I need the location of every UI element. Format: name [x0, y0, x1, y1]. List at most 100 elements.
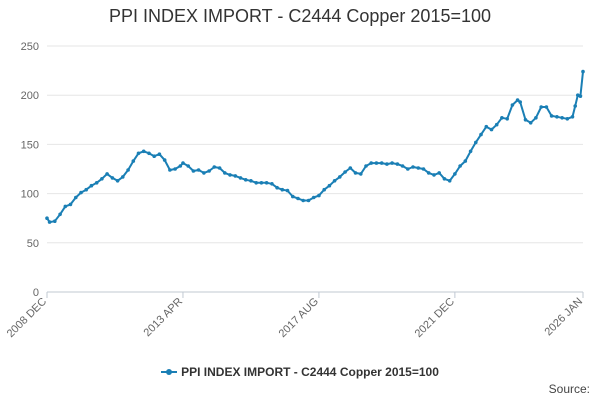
- data-point: [395, 162, 400, 166]
- data-point: [238, 176, 243, 180]
- legend-swatch-icon: [161, 367, 178, 377]
- data-point: [453, 172, 457, 176]
- data-point: [523, 118, 528, 122]
- data-point: [45, 216, 49, 220]
- data-point: [196, 168, 201, 172]
- data-point: [421, 167, 426, 171]
- source-label: Source:: [548, 382, 590, 396]
- data-point: [168, 168, 172, 172]
- data-point: [581, 69, 585, 74]
- y-tick-label: 200: [21, 90, 39, 102]
- data-point: [510, 103, 515, 107]
- data-point: [343, 170, 347, 174]
- data-point: [147, 151, 151, 156]
- data-point: [348, 166, 353, 170]
- data-point: [317, 193, 321, 198]
- data-point: [63, 204, 68, 209]
- data-point: [528, 121, 533, 125]
- data-point: [555, 115, 559, 119]
- data-point: [89, 183, 94, 188]
- y-tick-label: 100: [21, 189, 39, 201]
- data-point: [411, 165, 415, 169]
- y-tick-label: 250: [21, 41, 39, 53]
- data-point: [364, 164, 368, 168]
- data-point: [416, 166, 421, 170]
- data-point: [573, 104, 577, 108]
- data-point: [484, 124, 489, 129]
- data-point: [212, 165, 217, 169]
- data-point: [500, 116, 504, 120]
- data-point: [47, 220, 52, 224]
- data-point: [173, 167, 177, 171]
- data-point: [191, 169, 196, 173]
- data-point: [186, 164, 190, 168]
- data-point: [489, 127, 494, 132]
- data-point: [249, 179, 253, 183]
- legend-item[interactable]: PPI INDEX IMPORT - C2444 Copper 2015=100: [161, 365, 439, 379]
- data-point: [374, 161, 379, 165]
- data-point: [432, 173, 436, 177]
- data-point: [400, 164, 405, 168]
- legend-label: PPI INDEX IMPORT - C2444 Copper 2015=100: [181, 365, 439, 379]
- x-tick-label: 2017 AUG: [277, 296, 321, 340]
- data-point: [565, 117, 570, 121]
- data-point: [264, 181, 269, 185]
- data-point: [68, 202, 73, 207]
- data-point: [406, 167, 410, 171]
- data-point: [463, 159, 468, 163]
- data-point: [447, 179, 452, 183]
- data-point: [141, 149, 146, 154]
- data-point: [311, 195, 316, 200]
- data-point: [458, 164, 462, 168]
- data-point: [126, 168, 130, 172]
- data-point: [233, 174, 238, 178]
- data-point: [280, 187, 285, 192]
- data-point: [437, 171, 442, 175]
- data-point: [243, 178, 248, 182]
- data-point: [442, 177, 447, 181]
- data-point: [207, 169, 211, 173]
- data-point: [332, 179, 337, 183]
- chart-title: PPI INDEX IMPORT - C2444 Copper 2015=100: [108, 6, 492, 26]
- legend[interactable]: PPI INDEX IMPORT - C2444 Copper 2015=100: [0, 365, 600, 380]
- data-point: [369, 161, 374, 165]
- data-point: [105, 172, 109, 176]
- data-point: [479, 132, 483, 137]
- x-tick-label: 2008 DEC: [5, 296, 49, 340]
- data-point: [110, 176, 115, 180]
- data-point: [152, 154, 156, 158]
- data-point: [157, 152, 162, 156]
- data-point: [100, 177, 104, 181]
- data-point: [322, 187, 327, 192]
- data-point: [58, 212, 62, 217]
- data-point: [390, 161, 394, 165]
- data-point: [301, 198, 306, 203]
- y-tick-label: 0: [33, 287, 39, 299]
- data-point: [223, 171, 227, 175]
- data-point: [327, 183, 332, 188]
- y-tick-label: 150: [21, 139, 39, 151]
- data-point: [202, 171, 206, 175]
- data-point: [121, 175, 125, 179]
- data-point: [549, 114, 554, 118]
- data-point: [296, 196, 300, 201]
- data-point: [338, 175, 342, 179]
- data-point: [468, 149, 473, 154]
- data-point: [560, 116, 564, 120]
- series-line: [46, 71, 584, 224]
- data-point: [494, 122, 499, 127]
- data-point: [115, 179, 120, 183]
- data-point: [136, 151, 141, 156]
- data-point: [505, 117, 510, 121]
- data-point: [178, 164, 183, 168]
- data-point: [474, 140, 478, 145]
- data-point: [518, 100, 522, 104]
- data-point: [539, 105, 543, 109]
- data-point: [259, 181, 264, 185]
- data-point: [162, 158, 167, 162]
- data-point: [306, 198, 311, 203]
- data-point: [570, 115, 575, 119]
- data-point: [359, 172, 363, 176]
